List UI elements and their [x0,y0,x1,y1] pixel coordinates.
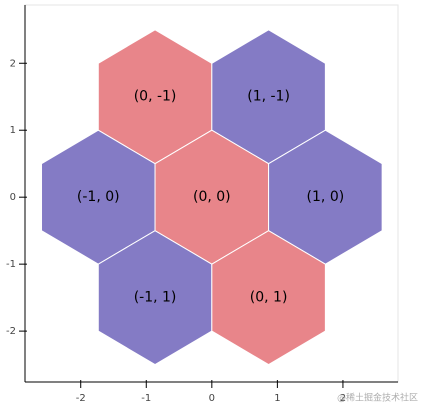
x-tick-label: -1 [141,393,151,404]
y-tick-label: 1 [10,125,16,136]
x-tick-label: -2 [76,393,86,404]
tile-label: (0, 0) [193,189,231,205]
hex-tile [211,230,326,366]
y-tick-label: -1 [6,259,16,270]
watermark: @稀土掘金技术社区 [337,392,418,404]
y-tick-label: 0 [10,192,16,203]
x-tick-label: 2 [340,393,346,404]
x-tick-label: 1 [274,393,280,404]
tile-label: (1, -1) [247,89,290,105]
y-tick-label: 2 [10,58,16,69]
y-tick-label: -2 [6,326,16,337]
tile-label: (0, -1) [134,89,177,105]
x-tick-label: 0 [209,393,215,404]
tile-label: (-1, 0) [77,189,120,205]
tile-label: (1, 0) [307,189,345,205]
tile-label: (-1, 1) [134,290,177,306]
tile-label: (0, 1) [250,290,288,306]
